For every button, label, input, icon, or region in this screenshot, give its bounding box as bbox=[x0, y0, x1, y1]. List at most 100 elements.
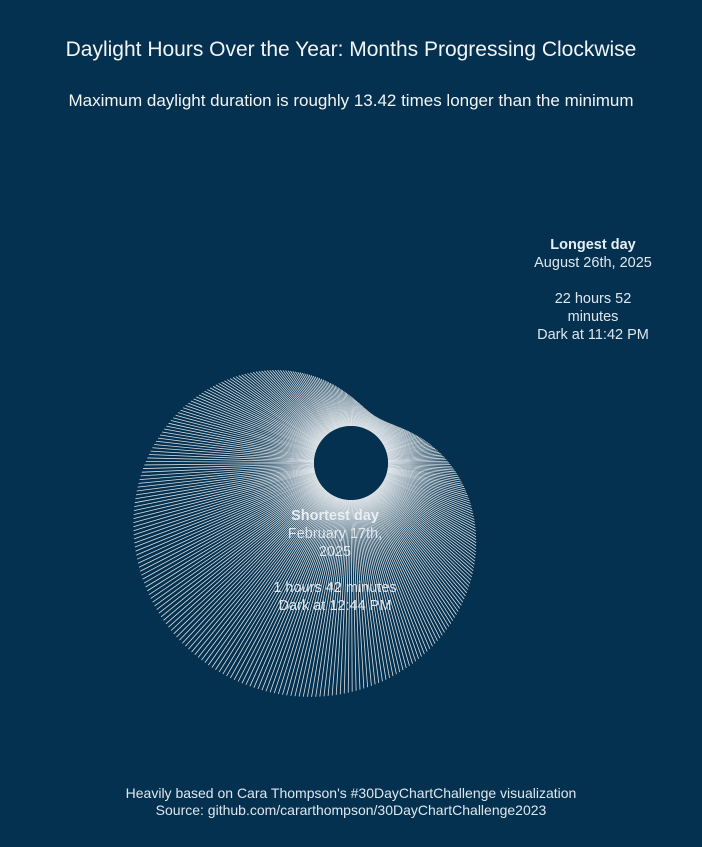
day-line bbox=[387, 463, 452, 467]
day-line bbox=[347, 499, 351, 693]
day-line bbox=[387, 466, 458, 475]
day-line bbox=[386, 472, 468, 494]
day-line bbox=[377, 488, 472, 581]
day-line bbox=[387, 467, 460, 479]
day-line bbox=[261, 497, 338, 691]
day-line bbox=[363, 497, 425, 655]
day-line bbox=[359, 498, 404, 671]
day-line bbox=[312, 375, 337, 430]
day-line bbox=[378, 487, 474, 571]
day-line bbox=[357, 499, 390, 678]
day-line bbox=[193, 398, 317, 450]
day-line bbox=[376, 422, 390, 437]
day-line bbox=[323, 499, 348, 697]
day-line bbox=[383, 431, 410, 446]
day-line bbox=[141, 480, 319, 576]
day-line bbox=[385, 436, 420, 451]
day-line bbox=[308, 374, 336, 430]
day-line bbox=[360, 498, 410, 666]
day-line bbox=[363, 412, 371, 429]
day-line bbox=[320, 378, 340, 429]
day-line bbox=[198, 394, 318, 449]
day-line bbox=[154, 484, 322, 607]
day-line bbox=[159, 434, 315, 459]
day-line bbox=[386, 470, 466, 490]
day-line bbox=[154, 444, 315, 460]
day-line bbox=[266, 370, 327, 436]
day-line bbox=[280, 369, 329, 434]
day-line bbox=[147, 457, 315, 463]
day-line bbox=[373, 420, 385, 434]
day-line bbox=[133, 473, 316, 528]
day-line bbox=[384, 432, 413, 448]
day-line bbox=[233, 495, 334, 681]
day-line bbox=[355, 402, 359, 427]
day-line bbox=[369, 417, 378, 432]
day-line bbox=[375, 421, 388, 436]
day-line bbox=[347, 393, 350, 427]
day-line bbox=[387, 468, 461, 481]
day-line bbox=[188, 490, 327, 650]
day-line bbox=[226, 494, 333, 677]
day-line bbox=[150, 483, 321, 599]
day-line bbox=[334, 385, 344, 427]
chart-subtitle: Maximum daylight duration is roughly 13.… bbox=[68, 91, 634, 110]
day-line bbox=[136, 467, 315, 492]
day-line bbox=[137, 466, 315, 488]
day-line bbox=[386, 441, 427, 454]
day-line bbox=[359, 498, 401, 673]
day-line bbox=[381, 428, 404, 443]
day-line bbox=[380, 427, 401, 442]
day-line bbox=[191, 491, 328, 653]
day-line bbox=[315, 499, 346, 697]
day-line bbox=[252, 371, 325, 439]
shortest-day-dark: Dark at 12:44 PM bbox=[278, 598, 392, 614]
day-line bbox=[368, 495, 445, 633]
day-line bbox=[382, 481, 477, 541]
day-line bbox=[138, 478, 318, 568]
day-line bbox=[384, 478, 475, 520]
day-line bbox=[348, 394, 351, 427]
day-line bbox=[373, 491, 464, 603]
day-line bbox=[136, 477, 318, 560]
day-line bbox=[265, 497, 339, 692]
day-line bbox=[229, 378, 321, 443]
day-line bbox=[182, 489, 327, 644]
day-line bbox=[379, 485, 476, 562]
day-line bbox=[277, 369, 329, 435]
day-line bbox=[177, 412, 316, 454]
day-line bbox=[134, 469, 315, 508]
day-line bbox=[147, 482, 320, 592]
day-line bbox=[360, 498, 407, 669]
day-line bbox=[294, 498, 343, 697]
day-line bbox=[237, 495, 335, 682]
day-line bbox=[387, 451, 440, 459]
day-line bbox=[383, 479, 476, 526]
day-line bbox=[351, 499, 357, 691]
day-line bbox=[378, 425, 396, 440]
day-line bbox=[307, 499, 345, 697]
day-line bbox=[344, 391, 349, 427]
day-line bbox=[365, 413, 373, 430]
day-line bbox=[290, 370, 332, 433]
day-line bbox=[372, 492, 461, 609]
day-line bbox=[319, 499, 347, 697]
day-line bbox=[387, 470, 465, 487]
day-line bbox=[372, 420, 384, 434]
day-line bbox=[380, 485, 476, 559]
day-line bbox=[368, 416, 377, 431]
day-line bbox=[387, 449, 437, 458]
day-line bbox=[238, 375, 323, 441]
day-line bbox=[138, 466, 315, 484]
day-line bbox=[245, 496, 336, 686]
day-line bbox=[355, 499, 383, 682]
day-line bbox=[369, 494, 448, 630]
day-line bbox=[365, 414, 373, 430]
day-line bbox=[385, 475, 472, 507]
day-line bbox=[381, 427, 402, 443]
day-line bbox=[134, 476, 317, 548]
day-line bbox=[386, 444, 431, 456]
day-line bbox=[188, 402, 317, 451]
day-line bbox=[170, 487, 325, 631]
day-line bbox=[218, 383, 320, 445]
